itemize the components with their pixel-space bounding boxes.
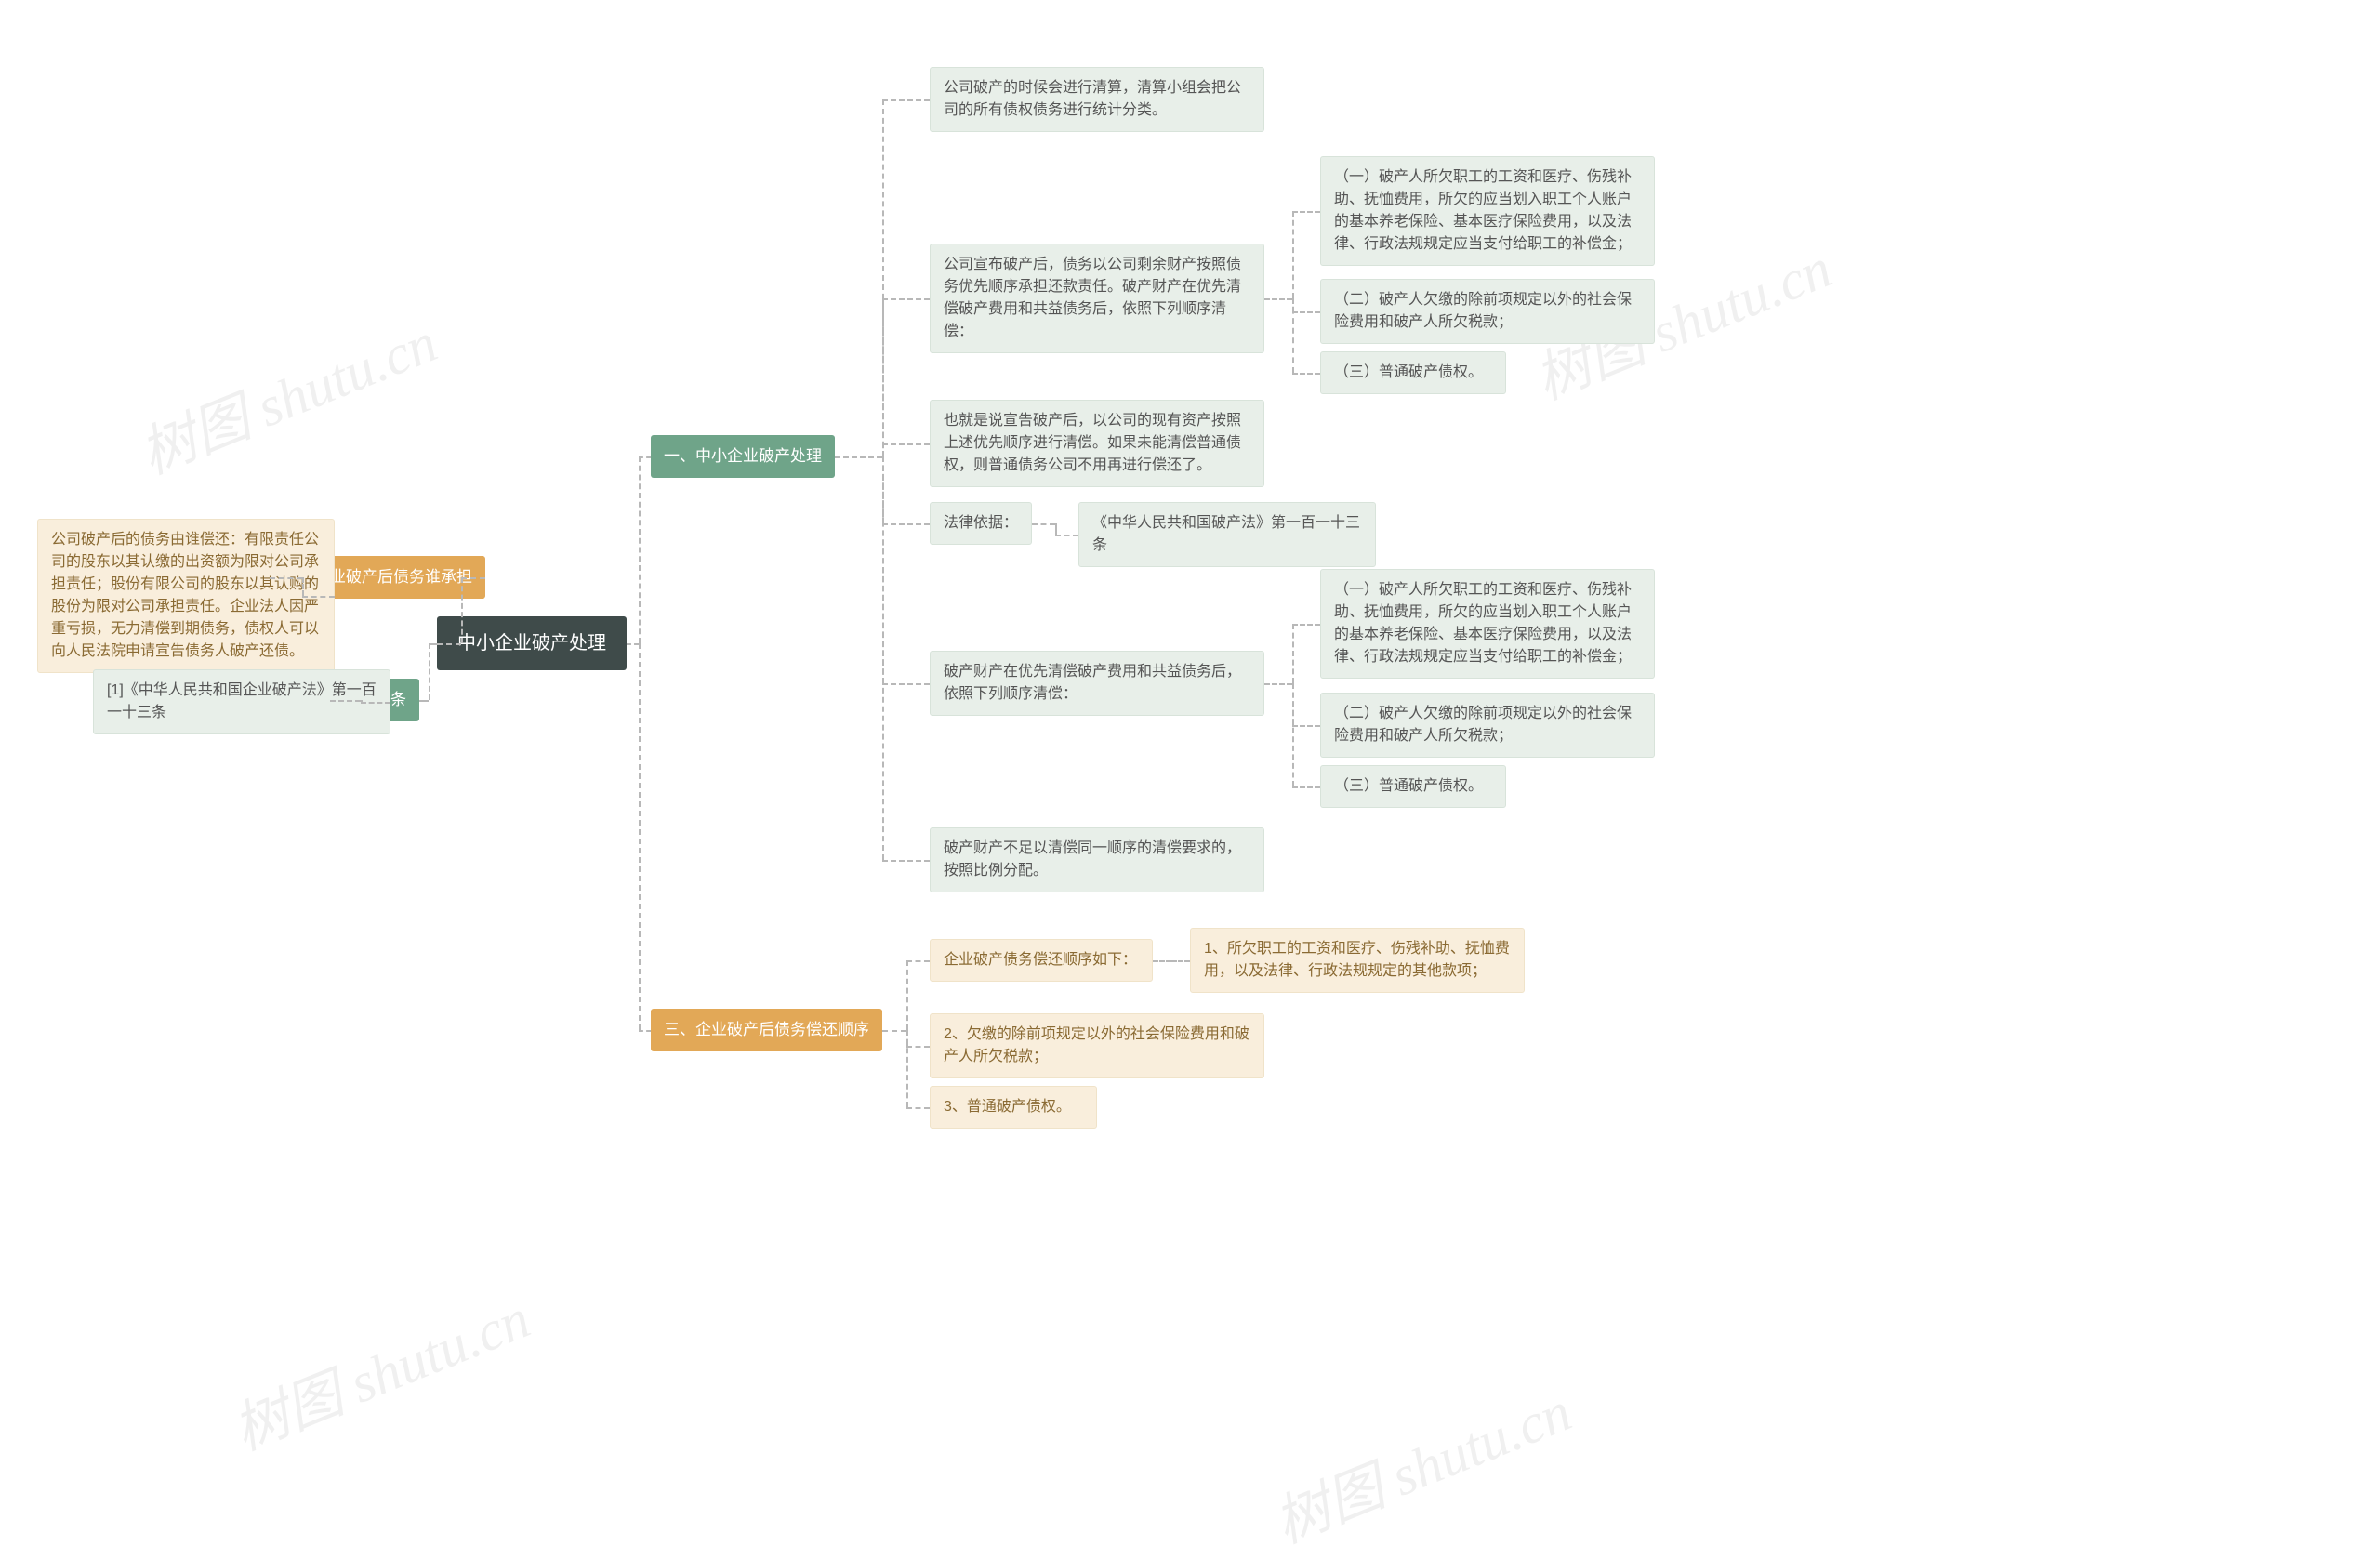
connector <box>419 700 429 702</box>
leaf-node: （一）破产人所欠职工的工资和医疗、伤残补助、抚恤费用，所欠的应当划入职工个人账户… <box>1320 569 1655 679</box>
leaf-node: 破产财产在优先清偿破产费用和共益债务后，依照下列顺序清偿： <box>930 651 1264 716</box>
branch-node: 一、中小企业破产处理 <box>651 435 835 478</box>
leaf-node: 3、普通破产债权。 <box>930 1086 1097 1129</box>
leaf-node: 公司破产的时候会进行清算，清算小组会把公司的所有债权债务进行统计分类。 <box>930 67 1264 132</box>
connector <box>1264 298 1292 300</box>
connector <box>639 456 651 458</box>
connector <box>461 577 485 579</box>
connector <box>906 1107 931 1109</box>
leaf-node: 2、欠缴的除前项规定以外的社会保险费用和破产人所欠税款； <box>930 1013 1264 1078</box>
connector <box>639 456 641 643</box>
leaf-node: 破产财产不足以清偿同一顺序的清偿要求的，按照比例分配。 <box>930 827 1264 892</box>
leaf-node: 《中华人民共和国破产法》第一百一十三条 <box>1078 502 1376 567</box>
connector <box>302 596 335 598</box>
connector <box>882 860 930 862</box>
leaf-node: （三）普通破产债权。 <box>1320 765 1506 808</box>
connector <box>1171 960 1190 962</box>
leaf-node: （三）普通破产债权。 <box>1320 351 1506 394</box>
leaf-node: 公司破产后的债务由谁偿还：有限责任公司的股东以其认缴的出资额为限对公司承担责任；… <box>37 519 335 673</box>
leaf-node: （二）破产人欠缴的除前项规定以外的社会保险费用和破产人所欠税款； <box>1320 279 1655 344</box>
connector <box>835 456 882 458</box>
connector <box>1292 624 1294 683</box>
connector <box>1055 535 1078 536</box>
connector <box>1032 523 1055 525</box>
connector <box>882 523 930 525</box>
connector <box>906 1046 931 1048</box>
connector <box>1292 373 1320 375</box>
connector <box>302 577 304 596</box>
connector <box>361 702 391 704</box>
connector <box>270 577 302 579</box>
connector <box>882 456 884 860</box>
connector <box>1264 683 1292 685</box>
connector <box>1292 683 1294 786</box>
connector <box>1055 523 1057 535</box>
connector <box>1292 298 1294 373</box>
connector <box>906 1030 908 1107</box>
connector <box>882 298 884 456</box>
connector <box>882 683 930 685</box>
connector <box>882 298 930 300</box>
watermark: 树图 shutu.cn <box>126 297 447 490</box>
connector <box>1292 211 1294 298</box>
connector <box>1292 311 1320 313</box>
leaf-node: 公司宣布破产后，债务以公司剩余财产按照债务优先顺序承担还款责任。破产财产在优先清… <box>930 244 1264 353</box>
connector <box>1153 960 1171 962</box>
connector <box>639 1030 651 1032</box>
connector <box>882 1030 906 1032</box>
connector <box>437 643 461 645</box>
connector <box>1292 786 1320 788</box>
leaf-node: 法律依据： <box>930 502 1032 545</box>
root-node: 中小企业破产处理 <box>437 616 627 670</box>
leaf-node: [1]《中华人民共和国企业破产法》第一百一十三条 <box>93 669 390 734</box>
connector <box>461 577 463 643</box>
leaf-node: 企业破产债务偿还顺序如下： <box>930 939 1153 982</box>
leaf-node: （二）破产人欠缴的除前项规定以外的社会保险费用和破产人所欠税款； <box>1320 693 1655 758</box>
branch-node: 三、企业破产后债务偿还顺序 <box>651 1009 882 1051</box>
watermark: 树图 shutu.cn <box>1261 1367 1581 1559</box>
connector <box>639 643 641 1030</box>
connector <box>627 643 639 645</box>
leaf-node: 也就是说宣告破产后，以公司的现有资产按照上述优先顺序进行清偿。如果未能清偿普通债… <box>930 400 1264 487</box>
connector <box>1292 725 1320 727</box>
leaf-node: 1、所欠职工的工资和医疗、伤残补助、抚恤费用，以及法律、行政法规规定的其他款项； <box>1190 928 1525 993</box>
watermark: 树图 shutu.cn <box>219 1274 540 1466</box>
connector <box>882 443 930 445</box>
leaf-node: （一）破产人所欠职工的工资和医疗、伤残补助、抚恤费用，所欠的应当划入职工个人账户… <box>1320 156 1655 266</box>
connector <box>906 960 931 962</box>
connector <box>429 643 430 700</box>
connector <box>330 700 361 702</box>
connector <box>1292 211 1320 213</box>
connector <box>882 443 884 456</box>
connector <box>882 99 930 101</box>
connector <box>1292 624 1320 626</box>
connector <box>906 960 908 1030</box>
